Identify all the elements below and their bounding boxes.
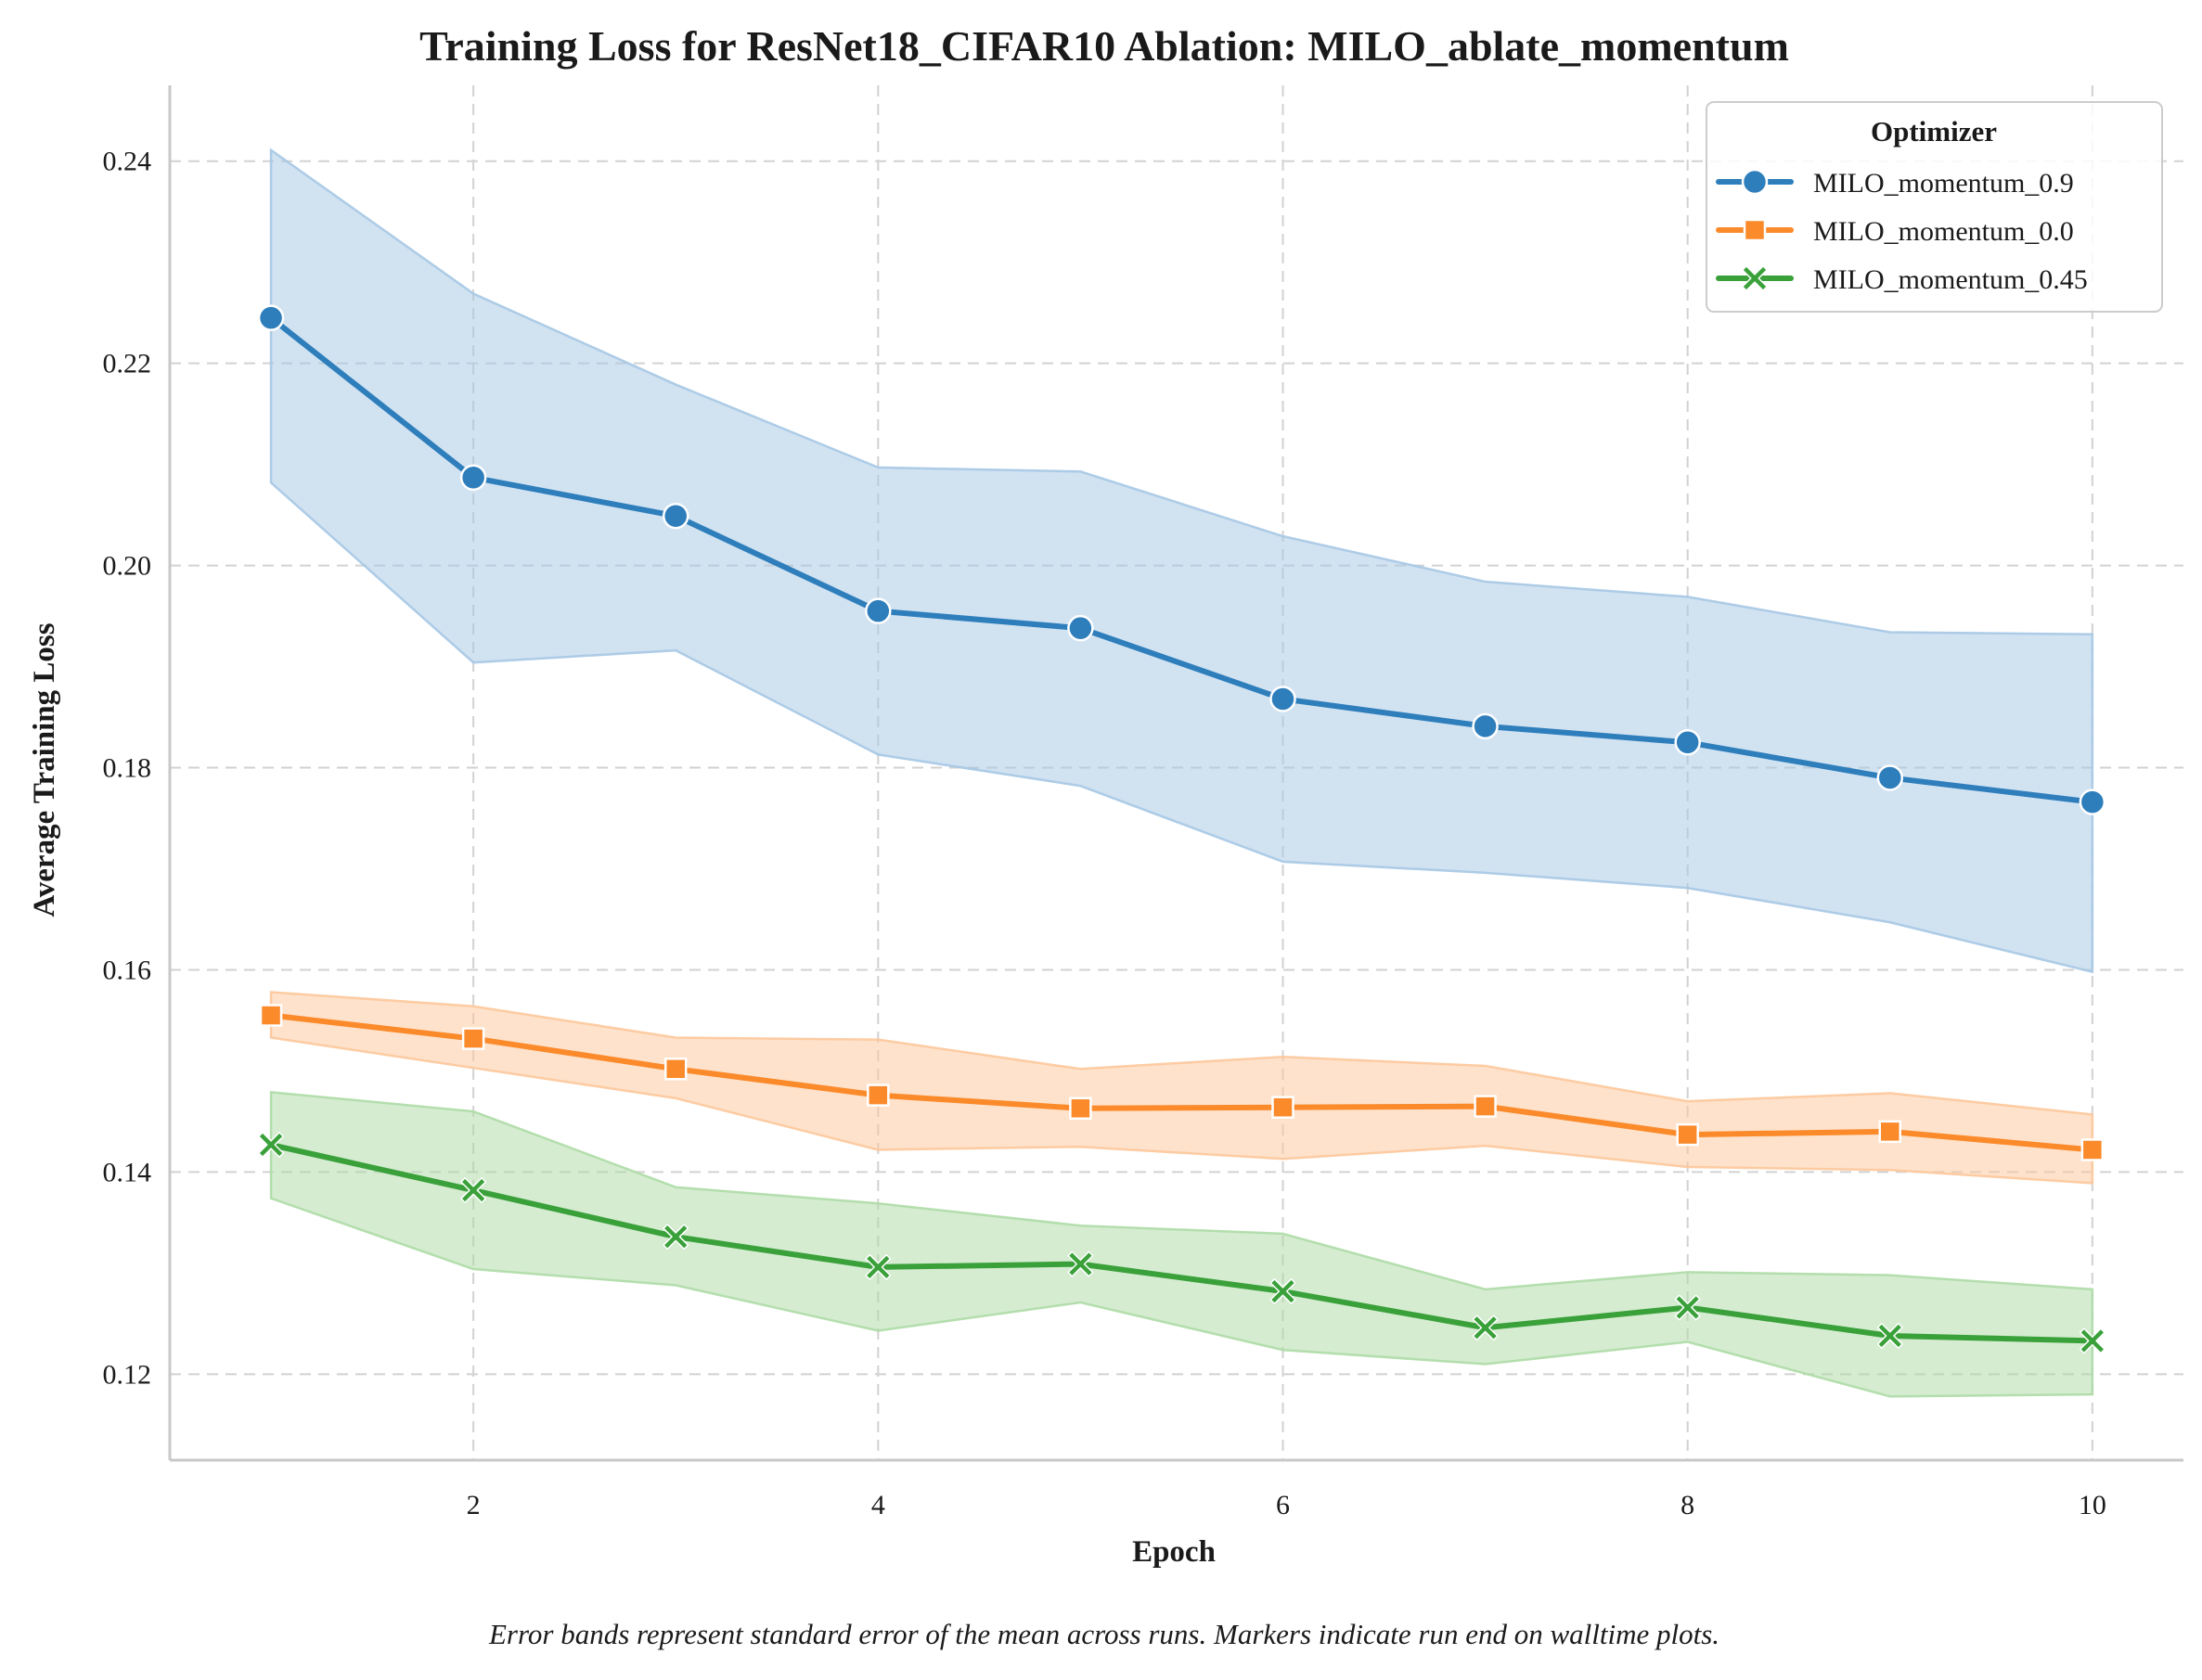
data-point-MILO_momentum_0.9 (1876, 764, 1904, 791)
data-point-MILO_momentum_0.45 (1472, 1315, 1499, 1341)
legend-marker (1741, 168, 1769, 196)
data-point-MILO_momentum_0.45 (663, 1224, 689, 1250)
y-axis-label: Average Training Loss (28, 622, 61, 917)
y-tick-label: 0.24 (103, 147, 152, 177)
data-point-MILO_momentum_0.45 (1269, 1278, 1296, 1304)
error-band-MILO_momentum_0.0 (269, 991, 2094, 1185)
data-point-MILO_momentum_0.9 (1067, 614, 1094, 642)
data-point-MILO_momentum_0.0 (259, 1004, 283, 1027)
error-band-MILO_momentum_0.9 (269, 147, 2094, 974)
x-tick-label: 2 (467, 1490, 481, 1520)
data-point-MILO_momentum_0.9 (459, 464, 487, 492)
data-point-MILO_momentum_0.9 (865, 597, 892, 624)
series-line-MILO_momentum_0.0 (268, 1012, 2095, 1153)
y-tick-label: 0.20 (103, 551, 152, 582)
x-tick-label: 4 (871, 1490, 885, 1520)
data-point-MILO_momentum_0.0 (1474, 1095, 1497, 1118)
data-point-MILO_momentum_0.45 (865, 1253, 892, 1280)
data-point-MILO_momentum_0.45 (2079, 1327, 2105, 1354)
legend-entries: MILO_momentum_0.9 MILO_momentum_0.0 MILO_m… (1716, 168, 2088, 295)
series-line-MILO_momentum_0.45 (268, 1142, 2095, 1344)
data-point-MILO_momentum_0.9 (1269, 686, 1296, 712)
y-tick-label: 0.16 (103, 955, 152, 985)
data-point-MILO_momentum_0.9 (1472, 712, 1499, 740)
x-tick-label: 8 (1680, 1490, 1694, 1520)
data-point-MILO_momentum_0.0 (1878, 1120, 1902, 1144)
legend-label: MILO_momentum_0.9 (1813, 168, 2074, 199)
legend-label: MILO_momentum_0.0 (1813, 216, 2074, 247)
axes (168, 85, 2183, 1462)
legend-entry-MILO_momentum_0.9: MILO_momentum_0.9 (1716, 168, 2074, 199)
chart-title: Training Loss for ResNet18_CIFAR10 Ablat… (419, 22, 1789, 70)
x-tick-label: 10 (2079, 1490, 2106, 1520)
chart-caption: Error bands represent standard error of … (488, 1618, 1719, 1650)
data-point-MILO_momentum_0.0 (1676, 1122, 1699, 1147)
data-point-MILO_momentum_0.0 (867, 1084, 890, 1107)
y-tick-label: 0.22 (103, 349, 152, 379)
data-point-MILO_momentum_0.45 (1876, 1323, 1903, 1349)
x-axis-label: Epoch (1132, 1535, 1216, 1569)
data-point-MILO_momentum_0.9 (2079, 789, 2106, 815)
series-markers (257, 304, 2106, 1354)
data-point-MILO_momentum_0.0 (2080, 1138, 2105, 1161)
data-point-MILO_momentum_0.45 (1674, 1294, 1701, 1321)
legend: Optimizer MILO_momentum_0.9MILO_momentum… (1706, 101, 2163, 313)
series-line-MILO_momentum_0.9 (268, 314, 2095, 805)
error-band-MILO_momentum_0.45 (269, 1090, 2094, 1398)
data-point-MILO_momentum_0.0 (663, 1058, 688, 1081)
tick-labels: 2 4 6 8 10 0.12 0.14 0.16 0.18 0.20 0.22 0.24 (103, 147, 2106, 1520)
error-bands (269, 147, 2094, 1398)
data-point-MILO_momentum_0.9 (1674, 729, 1701, 756)
data-point-MILO_momentum_0.9 (662, 502, 689, 530)
data-point-MILO_momentum_0.0 (1069, 1096, 1092, 1121)
legend-box (1706, 101, 2163, 313)
legend-label: MILO_momentum_0.45 (1813, 264, 2088, 295)
series-lines (268, 314, 2095, 1344)
legend-marker (1743, 218, 1767, 242)
legend-entry-MILO_momentum_0.0: MILO_momentum_0.0 (1716, 216, 2074, 247)
data-point-MILO_momentum_0.45 (258, 1132, 284, 1158)
legend-entry-MILO_momentum_0.45: MILO_momentum_0.45 (1716, 264, 2088, 295)
data-point-MILO_momentum_0.0 (461, 1027, 485, 1050)
data-point-MILO_momentum_0.45 (460, 1177, 487, 1203)
data-point-MILO_momentum_0.0 (1271, 1096, 1294, 1119)
y-tick-label: 0.18 (103, 753, 152, 784)
y-tick-label: 0.14 (103, 1157, 152, 1187)
x-tick-label: 6 (1276, 1490, 1290, 1520)
data-point-MILO_momentum_0.9 (257, 304, 285, 331)
legend-marker (1742, 265, 1768, 291)
data-point-MILO_momentum_0.45 (1067, 1250, 1094, 1277)
legend-title: Optimizer (1871, 115, 1997, 147)
y-tick-label: 0.12 (103, 1359, 152, 1390)
